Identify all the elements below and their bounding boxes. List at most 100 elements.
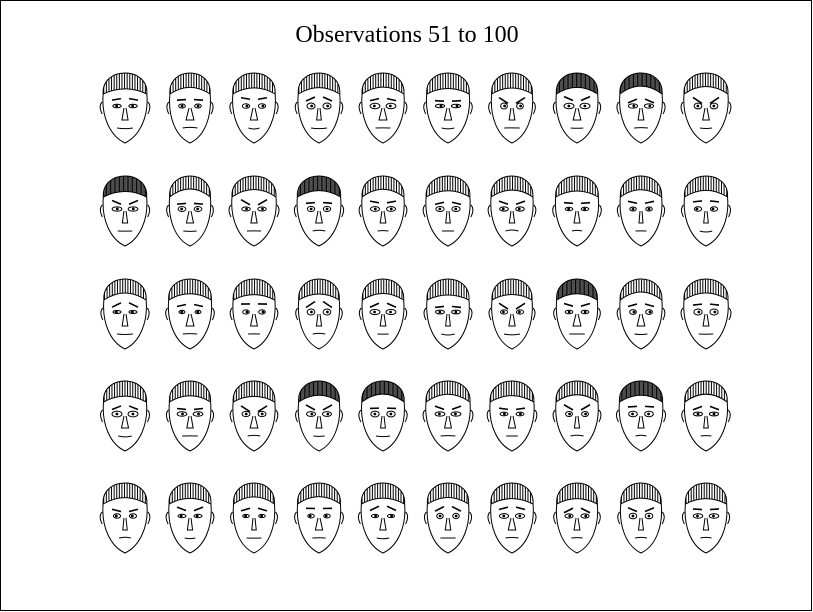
ear: [470, 409, 474, 423]
nose: [637, 517, 645, 531]
pupil: [115, 207, 119, 211]
ear: [295, 307, 299, 321]
ear: [339, 307, 343, 321]
eyebrow: [627, 507, 638, 513]
eye: [322, 205, 332, 213]
ear: [488, 101, 492, 115]
ear: [597, 511, 601, 525]
face-outline: [297, 93, 341, 144]
ear: [341, 204, 345, 218]
mouth: [118, 536, 132, 539]
nose: [573, 210, 581, 224]
eyebrow: [305, 96, 316, 102]
pupil: [632, 310, 636, 314]
pupil: [584, 514, 588, 518]
pupil: [568, 412, 571, 416]
ear: [661, 511, 665, 525]
ear: [404, 409, 408, 423]
eyebrow: [193, 407, 204, 411]
nose: [185, 107, 195, 121]
face-outline: [361, 196, 405, 247]
eye: [257, 410, 267, 418]
eye: [305, 411, 317, 417]
eye: [500, 102, 508, 110]
eye: [436, 512, 444, 520]
ear: [422, 204, 426, 218]
face-outline: [102, 196, 148, 247]
pupil: [309, 207, 313, 211]
face-outline: [297, 401, 341, 452]
ear: [487, 511, 491, 525]
pupil: [454, 310, 458, 314]
nose: [444, 517, 452, 531]
pupil: [260, 412, 264, 416]
eye: [127, 410, 139, 418]
mouth: [117, 127, 133, 130]
face-outline: [296, 503, 342, 554]
nose: [185, 313, 195, 327]
ear: [662, 307, 666, 321]
figure-title: Observations 51 to 100: [295, 22, 518, 48]
eye: [450, 103, 462, 109]
pupil: [180, 207, 184, 211]
eyebrow: [322, 300, 333, 309]
eyebrow: [128, 302, 139, 308]
ear: [275, 101, 279, 115]
face-outline: [361, 299, 405, 350]
eyebrow: [451, 505, 462, 512]
eyebrow: [257, 405, 268, 413]
eye: [709, 206, 719, 212]
face-outline: [426, 299, 470, 350]
ear: [532, 307, 536, 321]
pupil: [389, 412, 393, 416]
eyebrow: [240, 96, 251, 101]
eyebrow: [580, 302, 591, 307]
face-outline: [232, 299, 276, 350]
hair-outline: [620, 482, 662, 505]
face-outline: [619, 93, 663, 144]
eyebrow: [369, 302, 380, 309]
ear: [616, 307, 620, 321]
nose: [121, 210, 129, 224]
pupil: [438, 514, 442, 518]
pupil: [518, 310, 521, 314]
ear: [294, 511, 298, 525]
eyebrow: [580, 507, 591, 514]
eye: [692, 411, 704, 417]
ear: [533, 511, 537, 525]
ear: [211, 409, 215, 423]
hair-outline: [556, 482, 598, 505]
eyebrow: [515, 302, 526, 310]
ear: [552, 409, 556, 423]
ear: [597, 307, 601, 321]
hair-outline: [361, 278, 405, 301]
eye: [450, 411, 462, 417]
pupil: [455, 104, 459, 108]
pupil: [501, 207, 505, 211]
hair-outline: [491, 72, 533, 95]
hair-outline: [297, 72, 341, 95]
nose: [703, 210, 709, 224]
eyebrow: [305, 300, 316, 309]
hair-outline: [102, 482, 148, 505]
eyebrow: [193, 98, 204, 101]
eye: [370, 513, 380, 519]
pupil: [438, 207, 442, 211]
hair-outline: [296, 175, 342, 198]
hair-outline: [361, 175, 405, 198]
mouth: [441, 333, 455, 336]
pupil: [310, 104, 314, 108]
pupil: [439, 104, 443, 108]
pupil: [196, 104, 200, 108]
pupil: [131, 104, 135, 108]
ear: [616, 204, 620, 218]
face-outline: [619, 299, 663, 350]
eye: [515, 411, 525, 417]
ear: [488, 307, 492, 321]
hair-outline: [103, 380, 147, 403]
hair-outline: [555, 380, 599, 403]
hair-outline: [232, 72, 276, 95]
ear: [100, 307, 104, 321]
eye: [306, 308, 316, 316]
pupil: [696, 412, 700, 416]
